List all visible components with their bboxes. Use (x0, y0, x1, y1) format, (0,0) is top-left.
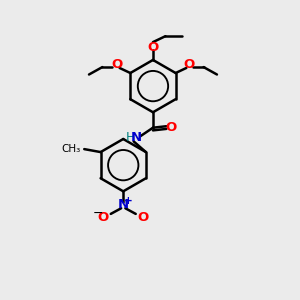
Text: −: − (93, 207, 104, 220)
Text: H: H (126, 131, 135, 144)
Text: O: O (111, 58, 122, 71)
Text: O: O (98, 211, 109, 224)
Text: O: O (184, 58, 195, 71)
Text: CH₃: CH₃ (61, 143, 81, 154)
Text: N: N (131, 131, 142, 144)
Text: O: O (137, 211, 149, 224)
Text: O: O (166, 121, 177, 134)
Text: O: O (147, 41, 159, 54)
Text: N: N (118, 198, 129, 211)
Text: +: + (124, 196, 133, 206)
